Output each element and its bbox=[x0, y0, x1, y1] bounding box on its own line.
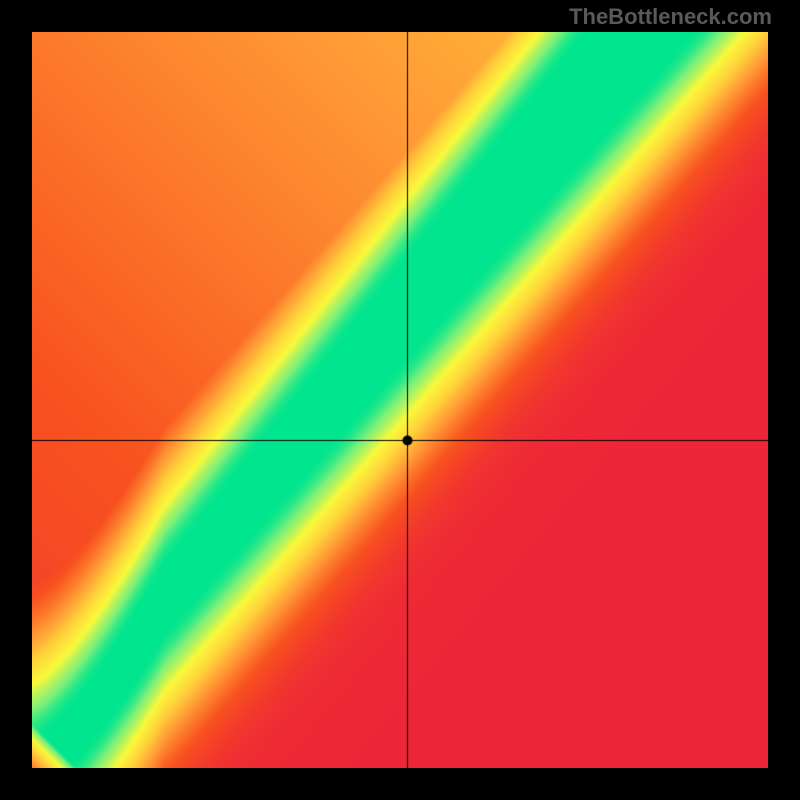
watermark-text: TheBottleneck.com bbox=[569, 4, 772, 30]
bottleneck-heatmap bbox=[32, 32, 768, 768]
chart-container: TheBottleneck.com bbox=[0, 0, 800, 800]
